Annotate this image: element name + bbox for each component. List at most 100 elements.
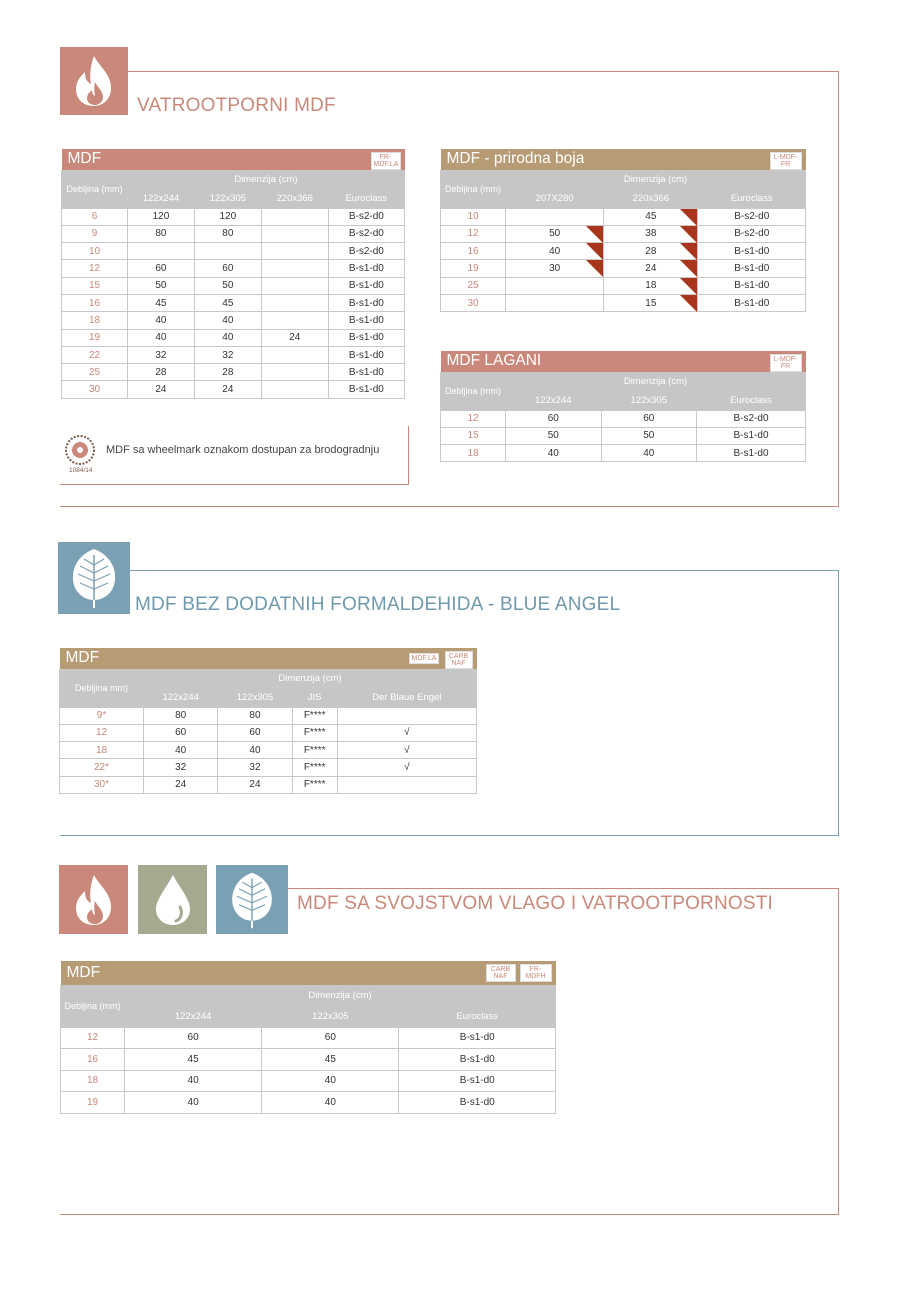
table-cell: F**** bbox=[291, 741, 338, 760]
table-cell: 60 bbox=[261, 1026, 400, 1049]
table-cell: 120 bbox=[193, 207, 262, 226]
table-row: 15 50 50 B-s1-d0 bbox=[61, 276, 406, 295]
fire-mdf-table: MDF FR-MDF.LA Debljina (mm) Dimenzija (c… bbox=[61, 149, 406, 399]
table-cell: 80 bbox=[217, 706, 293, 725]
table-cell: 60 bbox=[127, 259, 195, 278]
section1-frame-top bbox=[128, 71, 839, 72]
section3-frame-right bbox=[838, 888, 839, 1215]
table-row: 10 B-s2-d0 bbox=[61, 242, 406, 261]
table-row: 12 60 60 F**** √ bbox=[59, 723, 478, 743]
table-cell: B-s1-d0 bbox=[697, 259, 806, 278]
table-title: MDF bbox=[67, 150, 102, 168]
table-cell: 40 bbox=[127, 311, 195, 330]
thickness-cell: 30* bbox=[59, 775, 144, 794]
table-row: 10 45 B-s2-d0 bbox=[440, 207, 806, 227]
table-cell bbox=[260, 363, 329, 382]
table-row: 18 40 40 B-s1-d0 bbox=[60, 1069, 556, 1092]
product-tag: CARB NAF bbox=[444, 651, 473, 669]
table-row: 16 45 45 B-s1-d0 bbox=[61, 293, 406, 313]
leaf-icon bbox=[216, 865, 288, 934]
table-cell bbox=[260, 259, 329, 278]
table-row: 15 50 50 B-s1-d0 bbox=[440, 426, 806, 446]
column-header: 122x244 bbox=[123, 1004, 263, 1028]
table-cell: B-s1-d0 bbox=[327, 380, 406, 399]
table-row: 25 28 28 B-s1-d0 bbox=[61, 363, 406, 382]
table-cell: 40 bbox=[127, 328, 195, 347]
table-cell: F**** bbox=[291, 758, 338, 777]
thickness-cell: 10 bbox=[440, 207, 506, 226]
dimension-header: Dimenzija (cm) bbox=[505, 169, 806, 189]
column-header: 122x244 bbox=[505, 389, 602, 411]
table-row: 16 45 45 B-s1-d0 bbox=[60, 1048, 556, 1071]
table-cell: √ bbox=[336, 741, 478, 760]
table-cell: 18 bbox=[603, 276, 699, 296]
column-header: 220x366 bbox=[603, 187, 699, 209]
table-cell: 40 bbox=[261, 1069, 400, 1092]
table-row: 30 15 B-s1-d0 bbox=[440, 293, 806, 313]
table-cell bbox=[504, 276, 605, 295]
table-cell: 60 bbox=[142, 723, 219, 743]
table-cell: 60 bbox=[505, 409, 602, 428]
thickness-cell: 25 bbox=[440, 276, 506, 295]
table-cell bbox=[260, 242, 329, 261]
table-row: 22* 32 32 F**** √ bbox=[59, 758, 478, 777]
wheelmark-note: MDF sa wheelmark oznakom dostupan za bro… bbox=[106, 444, 380, 456]
table-cell: B-s1-d0 bbox=[697, 293, 806, 313]
table-cell: 30 bbox=[504, 259, 605, 279]
table-cell bbox=[260, 207, 329, 226]
thickness-cell: 18 bbox=[60, 1069, 125, 1092]
thickness-cell: 22 bbox=[61, 345, 128, 365]
thickness-cell: 12 bbox=[440, 224, 506, 244]
dimension-header: Dimenzija (cm) bbox=[124, 984, 556, 1006]
section2-frame-bottom bbox=[60, 835, 839, 836]
table-cell: B-s1-d0 bbox=[398, 1091, 556, 1114]
thickness-cell: 18 bbox=[59, 741, 144, 760]
table-cell: 45 bbox=[193, 293, 262, 313]
table-row: 25 18 B-s1-d0 bbox=[440, 276, 806, 296]
table-row: 19 40 40 24 B-s1-d0 bbox=[61, 328, 406, 347]
table-cell: 50 bbox=[600, 426, 698, 446]
table-row: 18 40 40 B-s1-d0 bbox=[440, 444, 806, 463]
section1-frame-bottom bbox=[60, 506, 839, 507]
table-cell bbox=[260, 276, 329, 295]
thickness-cell: 9* bbox=[59, 706, 144, 725]
natural-mdf-table: MDF - prirodna boja L-MDF-FR Debljina (m… bbox=[440, 149, 806, 313]
table-cell: 32 bbox=[142, 758, 219, 777]
column-header: JIS bbox=[291, 686, 338, 708]
section2-frame-top bbox=[130, 570, 839, 571]
column-header: Euroclass bbox=[398, 1004, 556, 1028]
dimension-header: Dimenzija (cm) bbox=[505, 371, 806, 391]
thickness-cell: 19 bbox=[440, 259, 506, 278]
thickness-cell: 19 bbox=[61, 328, 128, 347]
table-cell: 38 bbox=[603, 224, 699, 244]
table-cell: B-s2-d0 bbox=[697, 224, 806, 244]
thickness-cell: 16 bbox=[60, 1048, 125, 1071]
table-cell: B-s1-d0 bbox=[327, 328, 406, 347]
product-tag: FR-MDF.LA bbox=[370, 152, 401, 170]
thickness-cell: 12 bbox=[60, 1026, 125, 1049]
table-row: 9 80 80 B-s2-d0 bbox=[61, 224, 406, 244]
thickness-header: Debljina (mm) bbox=[440, 169, 506, 209]
thickness-cell: 16 bbox=[440, 242, 506, 261]
table-cell: B-s1-d0 bbox=[696, 444, 806, 463]
table-cell bbox=[336, 775, 478, 794]
column-header: Euroclass bbox=[327, 187, 406, 209]
table-row: 18 40 40 B-s1-d0 bbox=[61, 311, 406, 330]
table-cell: B-s1-d0 bbox=[398, 1026, 556, 1049]
dimension-header: Dimenzija (cm) bbox=[127, 169, 405, 189]
column-header: 122x305 bbox=[600, 389, 698, 411]
table-cell: B-s2-d0 bbox=[327, 207, 406, 226]
table-cell: 32 bbox=[127, 345, 195, 365]
table-row: 6 120 120 B-s2-d0 bbox=[61, 207, 406, 226]
wheelmark-icon bbox=[64, 434, 96, 471]
table-title: MDF bbox=[65, 649, 100, 667]
table-cell: 80 bbox=[127, 224, 195, 244]
table-cell: 50 bbox=[193, 276, 262, 295]
flame-icon bbox=[60, 47, 128, 115]
table-cell: 24 bbox=[127, 380, 195, 399]
table-cell bbox=[504, 293, 605, 313]
table-title: MDF LAGANI bbox=[446, 352, 542, 370]
table-cell: 60 bbox=[217, 723, 293, 743]
table-cell: 40 bbox=[504, 242, 605, 261]
table-cell: 24 bbox=[217, 775, 293, 794]
